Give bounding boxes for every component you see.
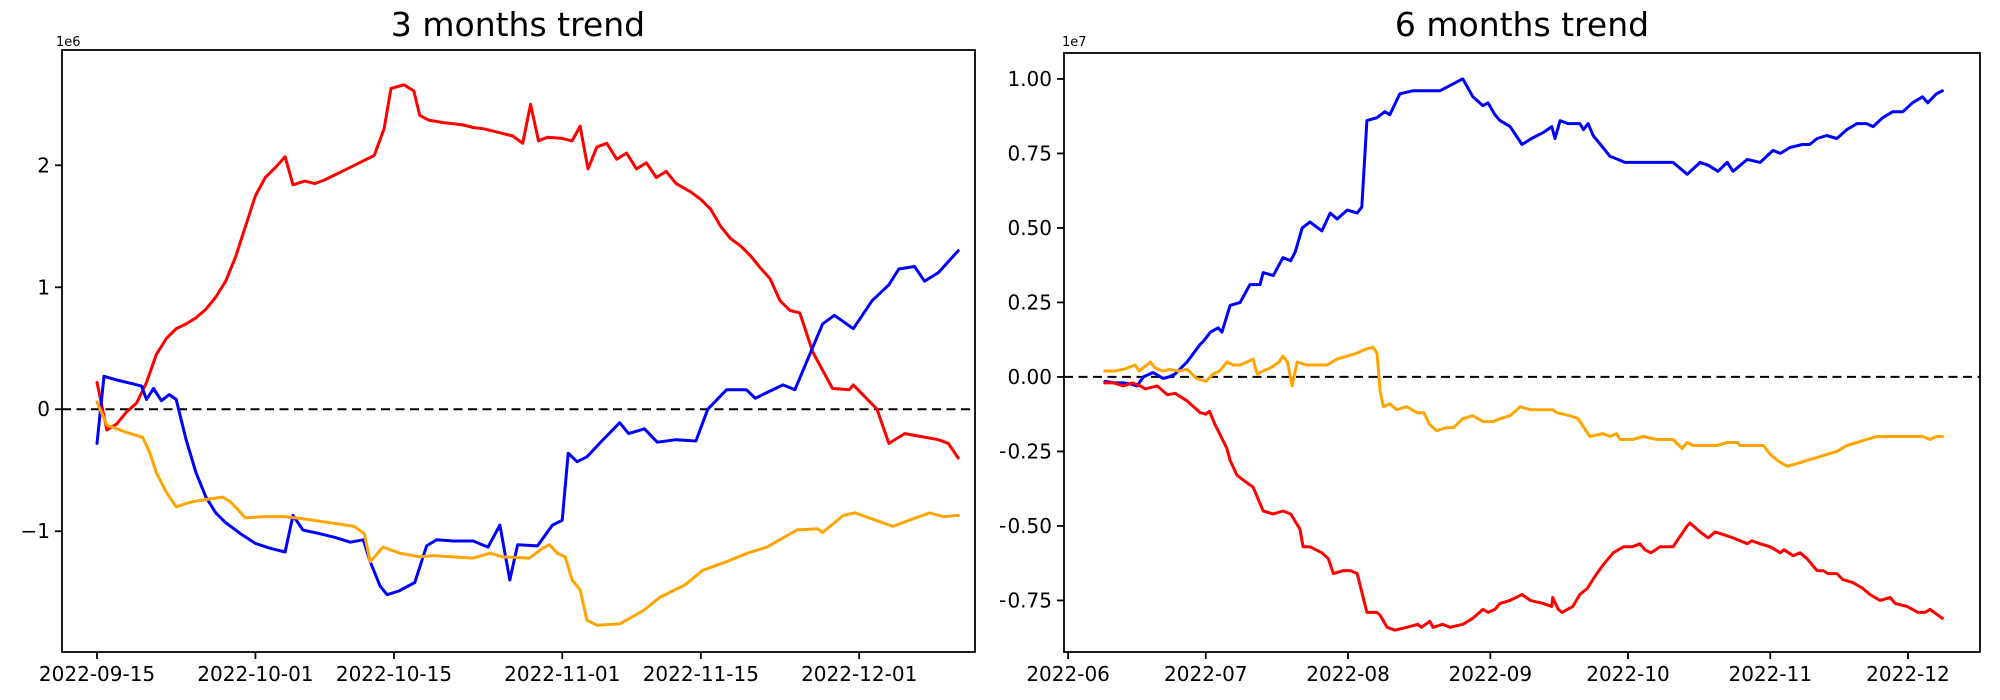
y-tick-label: 0.50 (1007, 216, 1052, 240)
series-group (1103, 77, 1944, 632)
y-tick-label: 0 (37, 397, 50, 421)
chart-title: 6 months trend (1395, 5, 1649, 44)
axes-spines (1063, 52, 1981, 653)
y-axis-offset-label: 1e7 (1062, 35, 1087, 50)
y-tick-label: 1.00 (1007, 67, 1052, 91)
axes-spines (61, 49, 976, 653)
y-tick-label: 0.00 (1007, 365, 1052, 389)
x-tick-label: 2022-10-01 (197, 662, 313, 686)
y-tick-label: 0.75 (1007, 141, 1052, 165)
x-tick-label: 2022-12 (1866, 662, 1950, 686)
y-tick-label: −1 (21, 519, 50, 543)
chart-title: 3 months trend (391, 5, 645, 44)
y-tick-label: −0.25 (1000, 439, 1052, 463)
x-tick-label: 2022-11 (1728, 662, 1812, 686)
x-tick-label: 2022-09 (1449, 662, 1533, 686)
x-tick-label: 2022-07 (1164, 662, 1248, 686)
y-tick-label: −0.75 (1000, 588, 1052, 612)
y-tick-label: 0.25 (1007, 290, 1052, 314)
y-tick-label: 2 (37, 153, 50, 177)
plot-area: 2022-09-15 2022-10-01 2022-10-15 2022-11-01… (21, 49, 976, 686)
red-line (95, 83, 960, 460)
blue-line (95, 249, 960, 597)
plot-area: 2022-06 2022-07 2022-08 2022-09 2022-10 2022-… (1000, 52, 1981, 686)
red-line (1103, 381, 1944, 632)
blue-line (1103, 77, 1944, 388)
x-tick-label: 2022-12-01 (801, 662, 917, 686)
y-axis-offset-label: 1e6 (56, 35, 81, 50)
x-tick-label: 2022-11-01 (504, 662, 620, 686)
y-tick-label: 1 (37, 275, 50, 299)
trend-chart-6-months: 2022-06 2022-07 2022-08 2022-09 2022-10 2022-… (1000, 5, 1981, 686)
x-tick-label: 2022-06 (1026, 662, 1110, 686)
x-tick-label: 2022-10-15 (336, 662, 452, 686)
orange-line (1103, 345, 1944, 468)
orange-line (95, 400, 960, 627)
trend-chart-3-months: 2022-09-15 2022-10-01 2022-10-15 2022-11-01… (21, 5, 976, 686)
y-tick-label: −0.50 (1000, 514, 1052, 538)
x-tick-label: 2022-09-15 (39, 662, 155, 686)
series-group (95, 83, 960, 627)
x-tick-label: 2022-10 (1586, 662, 1670, 686)
x-tick-label: 2022-08 (1306, 662, 1390, 686)
x-tick-label: 2022-11-15 (643, 662, 759, 686)
